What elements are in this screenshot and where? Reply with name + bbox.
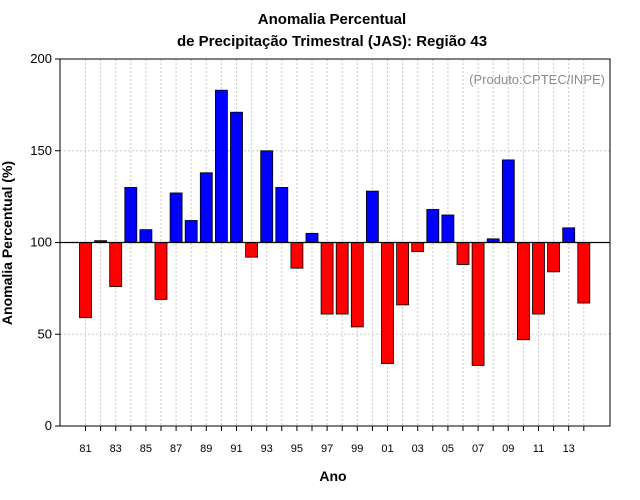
- grid-lines: [60, 59, 610, 426]
- y-axis-label: Anomalia Percentual (%): [0, 161, 15, 325]
- x-tick-label-03: 03: [412, 443, 424, 455]
- bar-90: [214, 89, 228, 243]
- y-tick-label-100: 100: [30, 235, 52, 250]
- x-tick-label-87: 87: [170, 443, 182, 455]
- bar-96: [305, 232, 319, 243]
- bar-05: [441, 214, 455, 243]
- product-credit: (Produto:CPTEC/INPE): [469, 72, 605, 87]
- bar-11: [532, 242, 545, 315]
- x-tick-label-13: 13: [563, 443, 575, 455]
- bar-99: [350, 242, 364, 328]
- bar-04: [426, 209, 440, 243]
- y-tick-label-200: 200: [30, 51, 52, 66]
- y-tick-label-150: 150: [30, 143, 52, 158]
- x-tick-label-09: 09: [502, 443, 514, 455]
- bar-02: [396, 242, 410, 306]
- bar-06: [456, 242, 470, 265]
- x-tick-label-95: 95: [291, 443, 303, 455]
- bar-93: [260, 150, 274, 243]
- x-tick-label-07: 07: [472, 443, 484, 455]
- y-tick-label-0: 0: [45, 418, 52, 433]
- bar-86: [154, 242, 168, 300]
- bar-10: [517, 242, 530, 341]
- bar-14: [577, 242, 591, 304]
- x-tick-label-99: 99: [351, 443, 363, 455]
- bar-94: [275, 187, 289, 243]
- chart-title-line-1: Anomalia Percentual: [258, 11, 406, 28]
- bar-81: [79, 242, 92, 319]
- bar-95: [290, 242, 304, 269]
- x-tick-label-97: 97: [321, 443, 333, 455]
- bar-87: [169, 192, 183, 243]
- y-axis: 0 50 100 150 200: [30, 51, 60, 433]
- bars: [79, 89, 591, 366]
- bar-89: [199, 172, 213, 243]
- x-tick-label-81: 81: [79, 443, 91, 455]
- bar-98: [335, 242, 349, 315]
- x-axis: 81 83 85 87 89 91 93 95 97 99 01 03 05 07 09 11 13: [79, 426, 585, 455]
- bar-07: [471, 242, 485, 366]
- x-tick-label-83: 83: [110, 443, 122, 455]
- x-tick-label-11: 11: [533, 443, 544, 455]
- x-tick-label-93: 93: [261, 443, 273, 455]
- bar-01: [381, 242, 394, 365]
- bar-00: [365, 190, 379, 243]
- x-tick-label-91: 91: [230, 443, 242, 455]
- y-tick-label-50: 50: [38, 326, 52, 341]
- bar-13: [562, 227, 576, 243]
- x-axis-label: Ano: [319, 468, 346, 484]
- bar-85: [139, 229, 153, 243]
- bar-84: [124, 187, 138, 243]
- x-tick-label-85: 85: [140, 443, 152, 455]
- bar-09: [501, 159, 515, 243]
- chart-title-line-2: de Precipitação Trimestral (JAS): Região…: [177, 33, 487, 50]
- bar-91: [230, 111, 243, 243]
- x-tick-label-01: 01: [381, 443, 393, 455]
- x-tick-label-89: 89: [200, 443, 212, 455]
- bar-03: [411, 242, 425, 253]
- bar-88: [184, 220, 198, 243]
- bar-97: [320, 242, 334, 315]
- bar-12: [547, 242, 560, 273]
- bar-83: [109, 242, 123, 287]
- bar-92: [245, 242, 259, 258]
- x-tick-label-05: 05: [442, 443, 454, 455]
